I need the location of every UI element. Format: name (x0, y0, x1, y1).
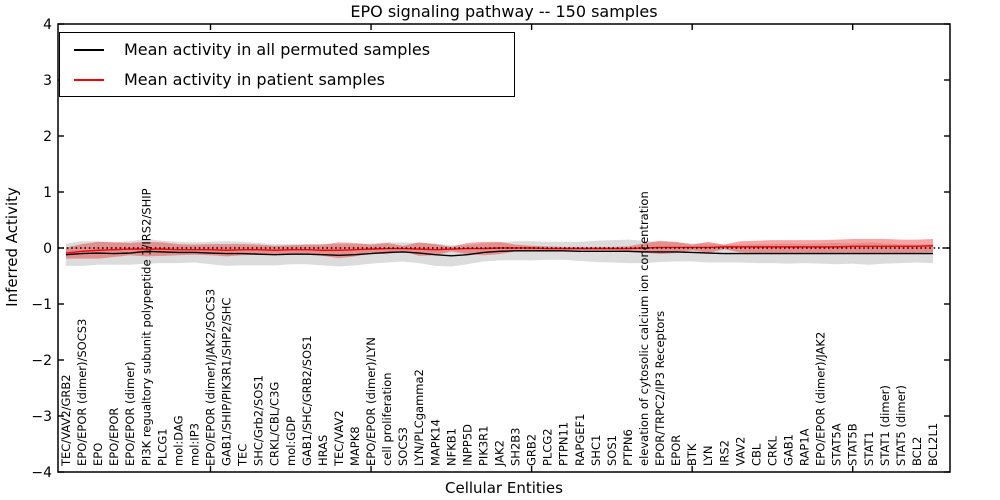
x-tick-label: JAK2 (493, 440, 507, 467)
x-tick-label: BCL2L1 (926, 423, 940, 466)
permuted-mean-line (65, 250, 933, 257)
y-tick-label: 0 (43, 241, 52, 257)
x-tick-label: GRB2 (525, 434, 539, 466)
x-tick-label: EPO/EPOR (dimer) (123, 362, 137, 467)
x-tick-label: GAB1/SHIP/PIK3R1/SHP2/SHC (220, 298, 234, 466)
x-tick-label: TEC/VAV2/GRB2 (59, 374, 73, 467)
x-tick-label: PTPN6 (621, 429, 635, 466)
y-tick-label: −2 (31, 353, 52, 369)
y-tick-label: −1 (31, 297, 52, 313)
x-tick-label: CBL (749, 443, 763, 466)
x-tick-label: SOCS3 (396, 427, 410, 466)
x-tick-label: PLCG1 (155, 428, 169, 466)
x-tick-label: SOS1 (605, 435, 619, 466)
legend-line-patient-icon (74, 78, 104, 81)
legend-label-permuted: Mean activity in all permuted samples (124, 40, 431, 59)
x-tick-label: MAPK8 (348, 426, 362, 466)
x-tick-label: GAB1 (782, 434, 796, 466)
x-tick-label: PLCG2 (541, 428, 555, 466)
x-tick-label: EPOR (669, 435, 683, 466)
x-tick-label: SHC1 (589, 435, 603, 466)
y-tick-label: 1 (43, 185, 52, 201)
x-tick-label: SHC/Grb2/SOS1 (252, 375, 266, 466)
x-tick-label: BTK (685, 443, 699, 466)
x-tick-label: mol:IP3 (187, 423, 201, 466)
x-tick-label: STAT5 (dimer) (894, 385, 908, 466)
x-tick-label: CRKL/CBL/C3G (268, 382, 282, 466)
legend-item-patient: Mean activity in patient samples (60, 65, 514, 95)
x-tick-label: MAPK14 (428, 419, 442, 466)
x-tick-label: HRAS (316, 435, 330, 466)
x-tick-label: EPO/EPOR (dimer)/LYN (364, 337, 378, 466)
x-tick-label: VAV2 (733, 437, 747, 466)
x-tick-label: STAT5B (846, 423, 860, 466)
x-axis-title: Cellular Entities (445, 479, 563, 497)
x-tick-label: INPP5D (460, 424, 474, 466)
x-tick-label: STAT5A (830, 423, 844, 466)
y-tick-label: 3 (43, 73, 52, 89)
x-tick-label: EPO/EPOR (dimer)/JAK2/SOCS3 (204, 289, 218, 466)
x-tick-label: CRKL (765, 435, 779, 466)
x-tick-label: SH2B3 (509, 428, 523, 466)
x-tick-label: GAB1/SHC/GRB2/SOS1 (300, 335, 314, 466)
x-tick-label: NFKB1 (444, 428, 458, 466)
legend-label-patient: Mean activity in patient samples (124, 70, 385, 89)
x-tick-label: TEC (236, 444, 250, 467)
x-tick-label: TEC/VAV2 (332, 410, 346, 467)
x-tick-label: STAT1 (862, 431, 876, 466)
y-tick-label: −4 (31, 465, 52, 481)
legend: Mean activity in all permuted samples Me… (59, 32, 515, 97)
x-tick-label: mol:DAG (171, 415, 185, 466)
x-tick-label: RAPGEF1 (573, 414, 587, 466)
x-tick-label: elevation of cytosolic calcium ion conce… (637, 191, 651, 466)
x-tick-label: LYN/PLCgamma2 (412, 369, 426, 466)
x-tick-label: EPO/EPOR (107, 408, 121, 466)
x-tick-label: RAP1A (798, 428, 812, 466)
x-tick-label: PI3K regualtory subunit polypeptide 1/IR… (139, 188, 153, 466)
x-tick-label: PIK3R1 (476, 426, 490, 467)
x-tick-label: BCL2 (910, 437, 924, 466)
x-tick-label: LYN (701, 445, 715, 466)
y-tick-label: 2 (43, 129, 52, 145)
x-tick-label: mol:GDP (284, 416, 298, 466)
x-tick-label: EPOR/TRPC2/IP3 Receptors (653, 311, 667, 466)
y-axis-title: Inferred Activity (3, 187, 21, 307)
x-tick-label: PTPN11 (557, 422, 571, 466)
y-tick-label: −3 (31, 409, 52, 425)
x-tick-label: cell proliferation (380, 372, 394, 466)
x-tick-label: STAT1 (dimer) (878, 385, 892, 466)
x-tick-label: IRS2 (717, 440, 731, 466)
x-tick-label: EPO/EPOR (dimer)/JAK2 (814, 332, 828, 466)
y-tick-label: 4 (43, 17, 52, 33)
legend-item-permuted: Mean activity in all permuted samples (60, 35, 514, 65)
permuted-band (66, 239, 933, 267)
x-tick-label: EPO (91, 443, 105, 466)
chart-title: EPO signaling pathway -- 150 samples (350, 2, 658, 21)
legend-line-permuted-icon (74, 48, 104, 51)
x-tick-label: EPO/EPOR (dimer)/SOCS3 (75, 319, 89, 466)
